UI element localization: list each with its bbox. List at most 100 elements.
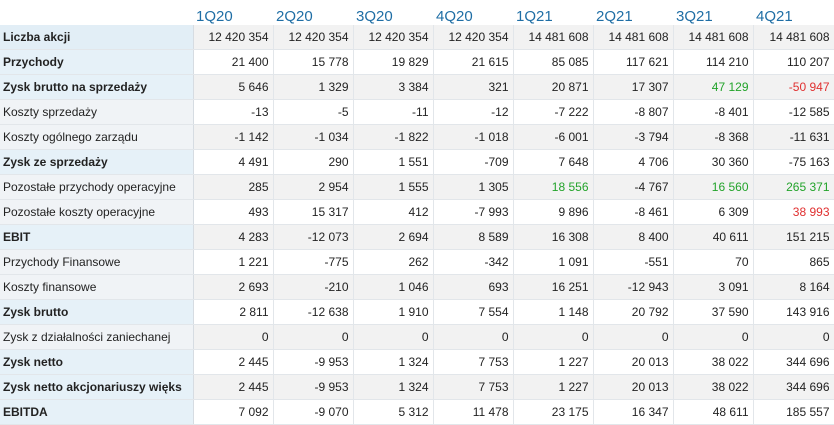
table-cell: 16 347 [593, 400, 673, 425]
table-cell: 262 [353, 250, 433, 275]
table-cell: 0 [353, 325, 433, 350]
table-cell: 38 022 [673, 350, 753, 375]
table-cell: -6 001 [513, 125, 593, 150]
table-cell: 344 696 [753, 375, 834, 400]
table-cell: 693 [433, 275, 513, 300]
table-cell: -1 034 [273, 125, 353, 150]
table-cell: 16 560 [673, 175, 753, 200]
table-cell: -11 [353, 100, 433, 125]
table-cell: 8 589 [433, 225, 513, 250]
table-cell: 19 829 [353, 50, 433, 75]
table-cell: -12 585 [753, 100, 834, 125]
table-cell: 1 046 [353, 275, 433, 300]
table-cell: 5 646 [193, 75, 273, 100]
row-label: Zysk netto [0, 350, 193, 375]
quarter-header: 2Q21 [593, 0, 673, 25]
table-cell: 0 [433, 325, 513, 350]
table-cell: 17 307 [593, 75, 673, 100]
table-cell: 1 329 [273, 75, 353, 100]
table-cell: 14 481 608 [513, 25, 593, 50]
table-cell: 2 954 [273, 175, 353, 200]
table-row: Zysk brutto 2 811 -12 638 1 910 7 554 1 148 20… [0, 300, 834, 325]
quarter-header: 3Q20 [353, 0, 433, 25]
table-cell: 7 753 [433, 350, 513, 375]
table-cell: 8 164 [753, 275, 834, 300]
quarter-header: 2Q20 [273, 0, 353, 25]
table-cell: 12 420 354 [193, 25, 273, 50]
quarter-header: 4Q20 [433, 0, 513, 25]
table-cell: -210 [273, 275, 353, 300]
quarter-header: 3Q21 [673, 0, 753, 25]
table-cell: 16 251 [513, 275, 593, 300]
table-cell: 38 993 [753, 200, 834, 225]
table-row: EBITDA 7 092 -9 070 5 312 11 478 23 175 16 347… [0, 400, 834, 425]
table-cell: -12 943 [593, 275, 673, 300]
table-cell: 1 091 [513, 250, 593, 275]
table-cell: -9 070 [273, 400, 353, 425]
table-cell: 110 207 [753, 50, 834, 75]
table-cell: 2 445 [193, 350, 273, 375]
table-cell: 40 611 [673, 225, 753, 250]
table-cell: 7 648 [513, 150, 593, 175]
table-cell: -7 993 [433, 200, 513, 225]
table-row: Zysk netto akcjonariuszy więks 2 445 -9 95… [0, 375, 834, 400]
table-cell: -342 [433, 250, 513, 275]
table-cell: 2 694 [353, 225, 433, 250]
table-cell: 0 [193, 325, 273, 350]
table-cell: -9 953 [273, 375, 353, 400]
table-cell: 151 215 [753, 225, 834, 250]
table-cell: -1 142 [193, 125, 273, 150]
table-cell: 6 309 [673, 200, 753, 225]
table-cell: 285 [193, 175, 273, 200]
table-cell: 0 [593, 325, 673, 350]
table-cell: 1 227 [513, 375, 593, 400]
table-cell: 12 420 354 [273, 25, 353, 50]
table-cell: -4 767 [593, 175, 673, 200]
table-cell: 15 778 [273, 50, 353, 75]
table-cell: 38 022 [673, 375, 753, 400]
table-cell: 8 400 [593, 225, 673, 250]
table-cell: 20 871 [513, 75, 593, 100]
table-cell: 5 312 [353, 400, 433, 425]
table-cell: 37 590 [673, 300, 753, 325]
table-cell: 30 360 [673, 150, 753, 175]
table-cell: -551 [593, 250, 673, 275]
table-row: Koszty finansowe 2 693 -210 1 046 693 16 251-… [0, 275, 834, 300]
table-cell: 3 384 [353, 75, 433, 100]
table-cell: 865 [753, 250, 834, 275]
table-cell: -8 368 [673, 125, 753, 150]
table-cell: -8 401 [673, 100, 753, 125]
table-row: Przychody 21 400 15 778 19 829 21 615 85 085 1… [0, 50, 834, 75]
table-cell: -1 018 [433, 125, 513, 150]
table-cell: 0 [673, 325, 753, 350]
table-cell: 20 013 [593, 350, 673, 375]
table-cell: 7 753 [433, 375, 513, 400]
row-label: Przychody Finansowe [0, 250, 193, 275]
table-row: EBIT 4 283 -12 073 2 694 8 589 16 308 8 400 40 … [0, 225, 834, 250]
table-cell: 1 555 [353, 175, 433, 200]
table-cell: 0 [273, 325, 353, 350]
table-cell: -75 163 [753, 150, 834, 175]
quarter-header: 1Q20 [193, 0, 273, 25]
table-cell: 11 478 [433, 400, 513, 425]
table-cell: 12 420 354 [353, 25, 433, 50]
table-cell: 14 481 608 [673, 25, 753, 50]
quarter-header: 4Q21 [753, 0, 834, 25]
table-cell: -50 947 [753, 75, 834, 100]
table-cell: 4 706 [593, 150, 673, 175]
table-cell: 0 [753, 325, 834, 350]
table-cell: 4 283 [193, 225, 273, 250]
table-cell: -12 638 [273, 300, 353, 325]
table-cell: -9 953 [273, 350, 353, 375]
table-cell: -775 [273, 250, 353, 275]
table-cell: 14 481 608 [593, 25, 673, 50]
table-cell: 21 400 [193, 50, 273, 75]
table-cell: -5 [273, 100, 353, 125]
row-label: Zysk brutto [0, 300, 193, 325]
row-label: Pozostałe koszty operacyjne [0, 200, 193, 225]
table-body: Liczba akcji 12 420 354 12 420 354 12 420 3… [0, 25, 834, 425]
table-cell: -709 [433, 150, 513, 175]
table-cell: 3 091 [673, 275, 753, 300]
table-row: Zysk z działalności zaniechanej 0 0 0 0 0 0 0 0 [0, 325, 834, 350]
table-cell: 2 811 [193, 300, 273, 325]
